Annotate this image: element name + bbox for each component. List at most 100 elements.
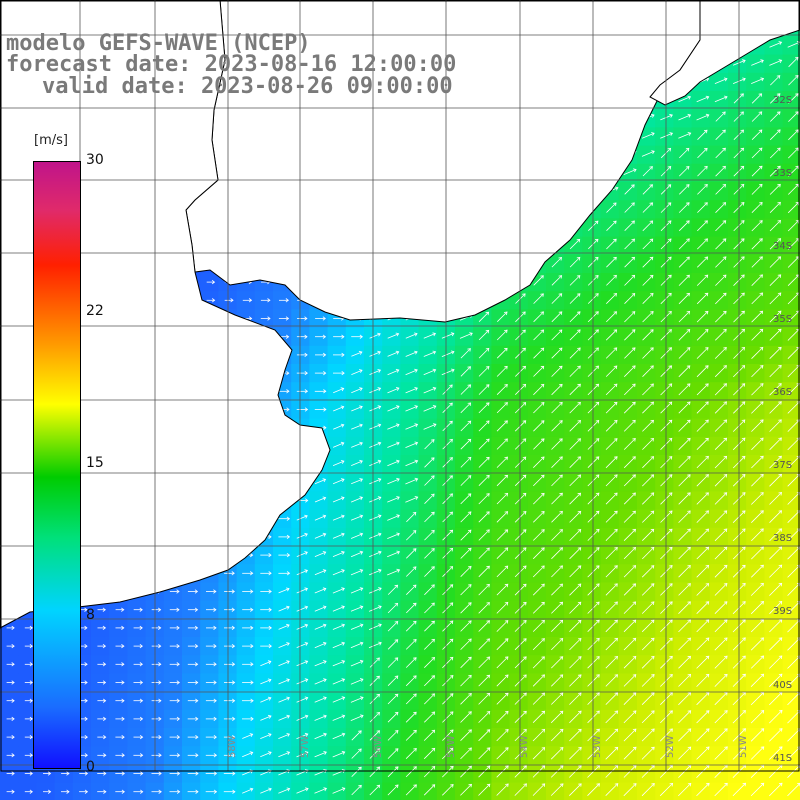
wind-arrow [332, 642, 345, 649]
wind-arrow [750, 619, 764, 633]
wind-arrow-head [795, 111, 799, 115]
wind-arrow [678, 510, 691, 523]
wind-arrow-head [723, 564, 728, 569]
wind-arrow [442, 384, 453, 395]
wind-arrow-head [686, 310, 691, 315]
wind-arrow-head [741, 419, 746, 424]
wind-arrow [350, 533, 363, 539]
wind-arrow-head [341, 623, 346, 628]
wind-arrow-head [650, 619, 655, 624]
wind-arrow [641, 132, 655, 139]
wind-arrow-head [558, 293, 563, 297]
wind-arrow-head [486, 638, 490, 642]
wind-arrow [605, 638, 618, 651]
wind-arrow-head [396, 514, 400, 519]
wind-arrow-head [577, 347, 581, 352]
wind-arrow [442, 620, 454, 632]
wind-arrow-head [723, 528, 728, 533]
wind-arrow-head [668, 401, 673, 406]
wind-arrow-head [742, 59, 746, 64]
wind-arrow [769, 147, 781, 159]
wind-arrow [478, 565, 490, 578]
wind-arrow-head [467, 456, 472, 461]
wind-arrow-head [486, 474, 490, 479]
wind-arrow-head [468, 656, 472, 661]
wind-arrow-head [740, 183, 745, 188]
wind-arrow [442, 439, 453, 450]
wind-arrow [769, 59, 782, 66]
wind-arrow-head [741, 238, 745, 242]
wind-arrow [678, 419, 691, 432]
wind-arrow-head [650, 401, 654, 406]
wind-arrow-head [540, 275, 544, 279]
wind-arrow [460, 439, 471, 450]
wind-arrow [296, 533, 308, 539]
wind-arrow [751, 238, 763, 250]
wind-arrow-head [760, 510, 764, 514]
wind-arrow-head [468, 584, 472, 588]
wind-arrow [551, 638, 563, 651]
wind-arrow-head [795, 75, 799, 79]
wind-arrow-head [376, 657, 380, 662]
wind-arrow [278, 606, 290, 612]
wind-arrow-head [394, 602, 399, 607]
wind-arrow [350, 642, 363, 649]
wind-arrow [788, 147, 799, 159]
wind-arrow [406, 566, 417, 577]
wind-arrow [387, 551, 400, 558]
wind-arrow [642, 220, 653, 232]
wind-arrow [605, 619, 618, 633]
wind-arrow-head [649, 166, 653, 170]
wind-arrow-head [760, 455, 764, 460]
wind-arrow-head [396, 405, 400, 410]
wind-arrow-head [777, 274, 782, 278]
wind-arrow-head [286, 552, 291, 558]
wind-arrow [678, 256, 690, 268]
wind-arrow-head [760, 564, 764, 569]
wind-arrow-head [595, 492, 600, 497]
wind-arrow-head [778, 637, 783, 641]
wind-arrow-head [669, 546, 673, 551]
wind-arrow-head [322, 587, 327, 592]
wind-arrow [478, 475, 490, 486]
wind-arrow [606, 293, 617, 304]
wind-arrow-head [286, 642, 290, 646]
wind-arrow [514, 565, 527, 578]
wind-arrow-head [468, 602, 472, 606]
wind-arrow-head [359, 496, 364, 501]
wind-arrow-head [558, 257, 562, 261]
wind-arrow-head [504, 365, 508, 370]
wind-arrow [514, 438, 526, 450]
wind-arrow-head [485, 311, 490, 316]
wind-arrow-head [668, 311, 672, 315]
wind-arrow [714, 419, 727, 432]
wind-arrow-head [486, 674, 491, 679]
wind-arrow-head [341, 334, 345, 339]
wind-arrow-head [250, 643, 254, 649]
wind-arrow-head [396, 441, 400, 446]
wind-arrow [478, 620, 490, 632]
wind-arrow [514, 511, 527, 523]
wind-arrow-head [631, 329, 636, 333]
wind-arrow-head [667, 184, 672, 188]
wind-arrow-head [359, 405, 363, 410]
wind-arrow-head [468, 620, 472, 624]
wind-arrow [278, 679, 290, 685]
wind-arrow-head [741, 474, 746, 478]
wind-arrow [696, 528, 709, 542]
wind-arrow-head [704, 165, 708, 170]
wind-arrow [787, 655, 800, 669]
wind-arrow-head [760, 77, 765, 82]
wind-arrow [769, 365, 782, 378]
wind-arrow-head [102, 662, 107, 667]
wind-arrow [678, 311, 690, 323]
wind-arrow [387, 442, 400, 448]
wind-arrow [460, 566, 472, 577]
wind-arrow-head [649, 184, 653, 188]
wind-arrow-head [760, 637, 764, 641]
wind-arrow-head [304, 532, 308, 537]
wind-arrow [642, 238, 653, 250]
wind-arrow-head [559, 383, 563, 388]
wind-arrow [714, 601, 728, 614]
wind-arrow-head [614, 456, 618, 460]
